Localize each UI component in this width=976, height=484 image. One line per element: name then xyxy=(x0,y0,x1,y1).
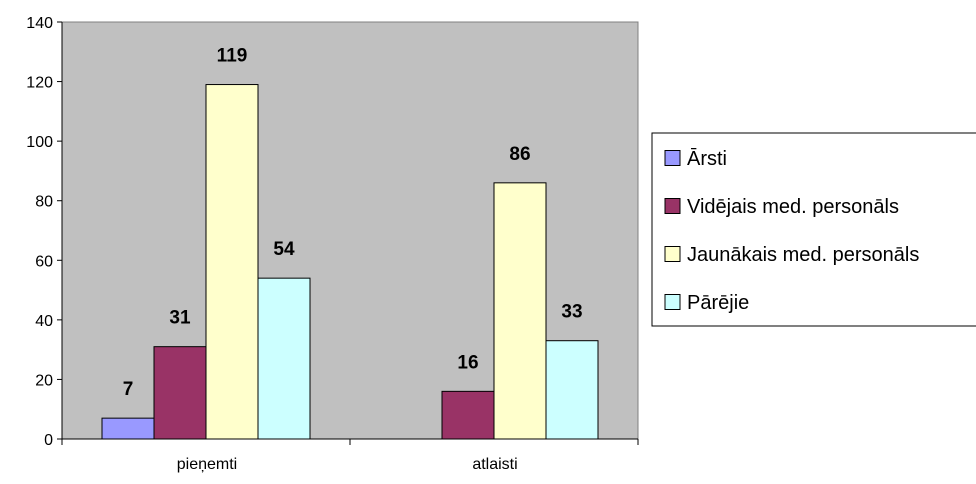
bar xyxy=(493,182,547,440)
data-label: 16 xyxy=(457,352,478,373)
legend-swatch xyxy=(664,198,681,214)
bar xyxy=(441,390,495,440)
legend-label: Jaunākais med. personāls xyxy=(687,244,919,266)
legend-label: Ārsti xyxy=(687,147,727,170)
bars xyxy=(101,84,599,440)
y-tick-label: 100 xyxy=(26,134,53,151)
legend-label: Pārējie xyxy=(687,292,749,314)
bar xyxy=(257,277,311,440)
legend-label: Vidējais med. personāls xyxy=(687,196,899,218)
legend: Ārsti Vidējais med. personāls Jaunākais me… xyxy=(651,132,976,327)
legend-swatch xyxy=(664,294,681,310)
y-tick-label: 0 xyxy=(44,432,53,449)
data-label: 119 xyxy=(217,46,248,67)
y-tick-label: 140 xyxy=(26,15,53,32)
legend-box xyxy=(651,132,976,327)
bar xyxy=(205,84,259,440)
data-label: 33 xyxy=(561,302,582,323)
y-tick-label: 20 xyxy=(35,372,53,389)
data-label: 31 xyxy=(169,308,191,329)
data-label: 86 xyxy=(509,144,530,165)
y-tick-label: 120 xyxy=(26,75,53,92)
y-tick-label: 80 xyxy=(35,194,53,211)
legend-swatch xyxy=(664,150,681,166)
data-labels: 7 31 119 54 16 86 33 xyxy=(123,46,583,401)
legend-swatch xyxy=(664,246,681,262)
bar xyxy=(153,346,207,440)
x-axis-ticks: pieņemti atlaisti xyxy=(61,439,639,473)
data-label: 54 xyxy=(273,239,295,260)
y-tick-label: 40 xyxy=(35,313,53,330)
y-axis-ticks: 0 20 40 60 80 100 120 140 xyxy=(26,15,62,449)
y-tick-label: 60 xyxy=(35,253,53,270)
bar xyxy=(101,417,155,440)
data-label: 7 xyxy=(123,379,134,400)
bar xyxy=(545,340,599,440)
x-category-label: atlaisti xyxy=(472,456,517,473)
x-category-label: pieņemti xyxy=(177,456,237,473)
